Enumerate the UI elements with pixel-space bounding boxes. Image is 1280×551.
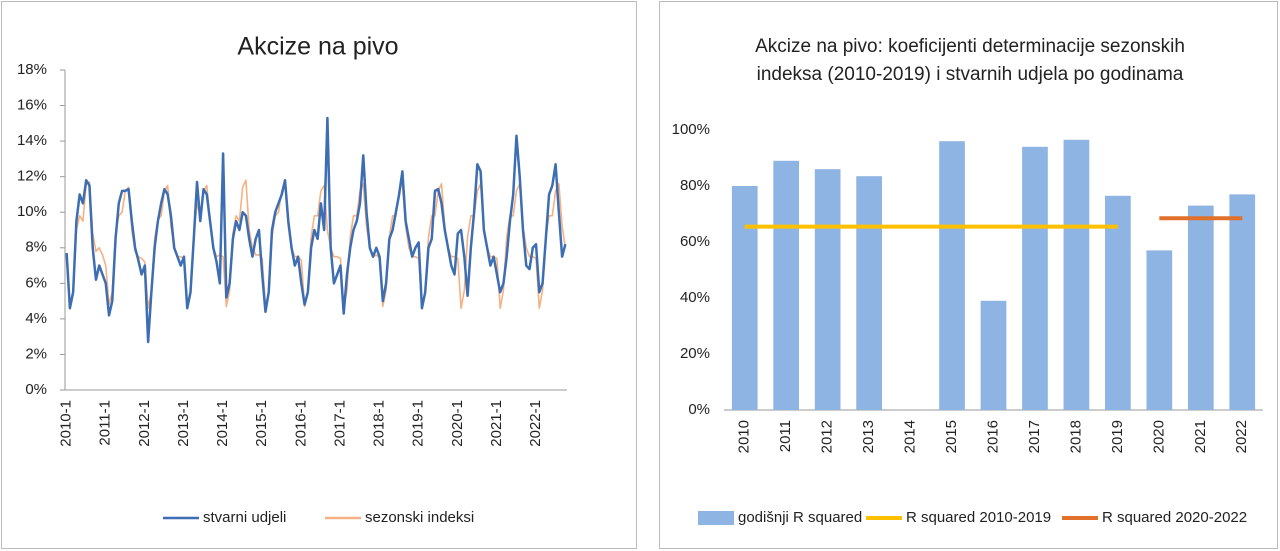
x-tick-label: 2020 bbox=[1150, 420, 1167, 453]
x-tick-label: 2016 bbox=[984, 420, 1001, 453]
x-tick-label: 2019 bbox=[1109, 420, 1126, 453]
y-tick-label: 20% bbox=[680, 345, 710, 362]
y-tick-label: 18% bbox=[17, 61, 47, 78]
legend-label: stvarni udjeli bbox=[203, 509, 286, 526]
y-tick-label: 14% bbox=[17, 132, 47, 149]
bar bbox=[814, 169, 841, 410]
x-tick-label: 2021 bbox=[1192, 420, 1209, 453]
chart-title: indeksa (2010-2019) i stvarnih udjela po… bbox=[757, 64, 1184, 85]
x-tick-label: 2016-1 bbox=[292, 400, 309, 447]
bar bbox=[939, 141, 965, 410]
x-tick-label: 2011 bbox=[777, 420, 794, 452]
x-tick-label: 2013-1 bbox=[175, 400, 192, 447]
x-tick-label: 2015 bbox=[943, 420, 960, 453]
legend-label: R squared 2020-2022 bbox=[1102, 509, 1247, 526]
y-tick-label: 40% bbox=[680, 289, 710, 306]
series-line bbox=[65, 116, 567, 344]
x-tick-label: 2012-1 bbox=[136, 400, 153, 447]
y-tick-label: 0% bbox=[25, 381, 47, 398]
x-tick-label: 2012 bbox=[819, 420, 836, 453]
bar bbox=[1022, 146, 1048, 411]
y-tick-label: 6% bbox=[25, 274, 47, 291]
legend-label: sezonski indeksi bbox=[365, 509, 474, 526]
panel-border bbox=[1, 1, 637, 549]
y-tick-label: 80% bbox=[680, 177, 710, 194]
chart-title: Akcize na pivo: koeficijenti determinaci… bbox=[755, 36, 1185, 57]
x-tick-label: 2019-1 bbox=[410, 400, 427, 447]
legend-label: godišnji R squared bbox=[738, 509, 862, 526]
x-tick-label: 2010 bbox=[736, 420, 753, 453]
series-line bbox=[65, 179, 567, 310]
legend-label: R squared 2010-2019 bbox=[906, 509, 1051, 526]
x-tick-label: 2022 bbox=[1233, 420, 1250, 453]
y-tick-label: 2% bbox=[25, 345, 47, 362]
x-tick-label: 2018-1 bbox=[371, 400, 388, 447]
bar bbox=[856, 176, 882, 410]
y-tick-label: 16% bbox=[17, 97, 47, 114]
x-tick-label: 2017-1 bbox=[331, 400, 348, 447]
x-tick-label: 2017 bbox=[1026, 420, 1043, 453]
y-tick-label: 8% bbox=[25, 239, 47, 256]
bar bbox=[980, 300, 1007, 410]
panel-border bbox=[659, 1, 1278, 549]
x-tick-label: 2015-1 bbox=[253, 400, 270, 447]
bar bbox=[1146, 250, 1173, 410]
bar bbox=[1229, 194, 1256, 410]
y-tick-label: 0% bbox=[688, 401, 710, 418]
x-tick-label: 2021-1 bbox=[488, 400, 505, 447]
x-tick-label: 2011-1 bbox=[97, 400, 114, 446]
bar bbox=[731, 186, 758, 410]
bar bbox=[1063, 139, 1090, 411]
x-tick-label: 2018 bbox=[1067, 420, 1084, 453]
y-tick-label: 100% bbox=[672, 121, 710, 138]
chart-title: Akcize na pivo bbox=[237, 33, 398, 61]
bar bbox=[773, 160, 800, 410]
x-tick-label: 2014 bbox=[902, 420, 919, 453]
y-tick-label: 60% bbox=[680, 233, 710, 250]
bar bbox=[1187, 205, 1214, 410]
x-tick-label: 2022-1 bbox=[527, 400, 544, 447]
x-tick-label: 2010-1 bbox=[58, 400, 75, 447]
bar bbox=[1105, 195, 1131, 410]
legend-swatch bbox=[698, 511, 734, 525]
y-tick-label: 12% bbox=[17, 168, 47, 185]
x-tick-label: 2013 bbox=[860, 420, 877, 453]
x-tick-label: 2014-1 bbox=[214, 400, 231, 447]
x-tick-label: 2020-1 bbox=[449, 400, 466, 447]
y-tick-label: 4% bbox=[25, 310, 47, 327]
y-tick-label: 10% bbox=[17, 203, 47, 220]
